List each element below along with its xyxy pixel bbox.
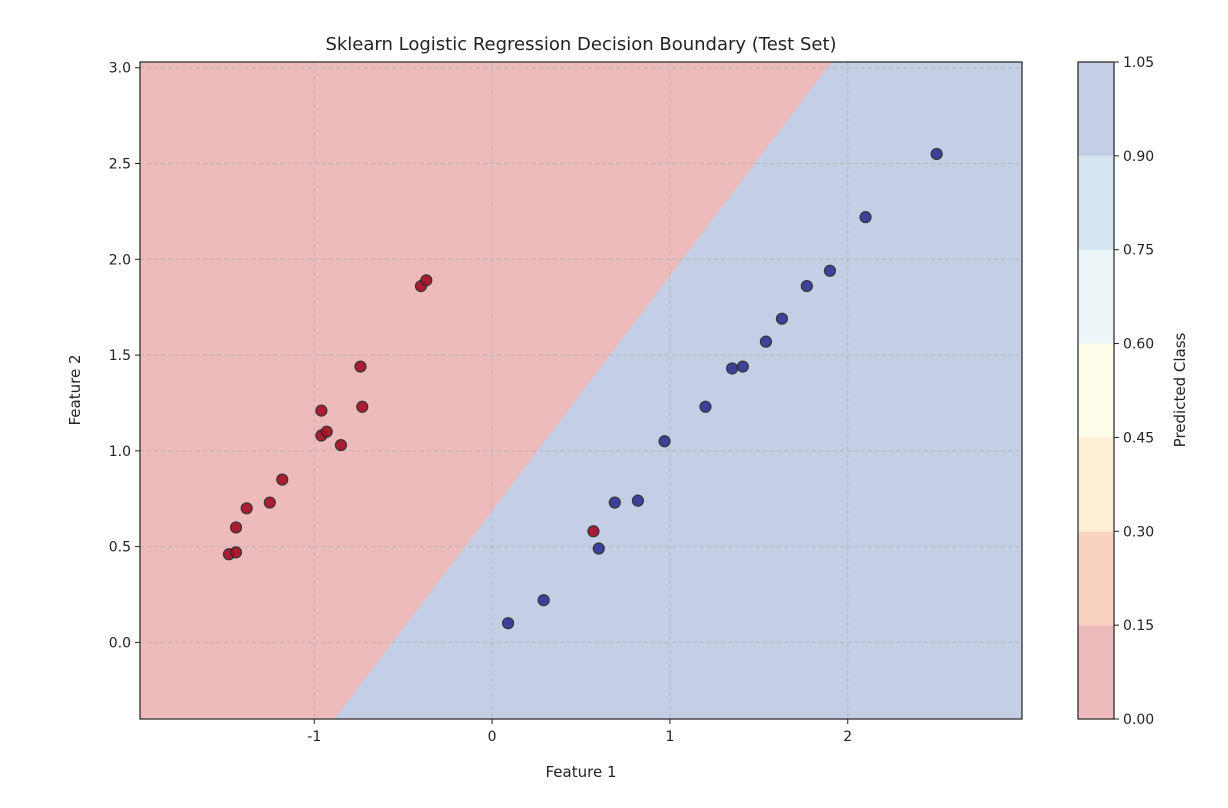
data-point-class-1 <box>537 594 550 607</box>
y-tick-label: 2.0 <box>109 252 131 268</box>
colorbar-frame <box>1077 61 1115 720</box>
chart-title: Sklearn Logistic Regression Decision Bou… <box>325 34 836 55</box>
data-point-class-0 <box>420 274 433 287</box>
x-tick-label: -1 <box>307 729 321 745</box>
data-point-class-1 <box>592 542 605 555</box>
data-point-class-1 <box>631 494 645 507</box>
data-point-class-0 <box>315 404 328 417</box>
decision-region-class-1 <box>334 62 1022 719</box>
colorbar-ticks: 0.00 0.15 0.30 0.45 0.60 0.75 0.90 1.05 <box>1114 55 1154 728</box>
data-point-class-1 <box>608 496 621 509</box>
data-point-class-0 <box>354 360 367 373</box>
data-point-class-0 <box>240 502 253 515</box>
colorbar-tick-label: 1.05 <box>1123 55 1154 71</box>
colorbar-tick-label: 0.15 <box>1123 618 1154 634</box>
data-point-class-0 <box>587 525 600 538</box>
colorbar-tick-label: 0.45 <box>1123 430 1154 446</box>
y-tick-label: 3.0 <box>109 61 131 77</box>
colorbar-band <box>1078 531 1114 626</box>
colorbar-band <box>1078 343 1114 438</box>
colorbar: 0.00 0.15 0.30 0.45 0.60 0.75 0.90 1.05 Predict… <box>1077 55 1189 728</box>
plot-area <box>139 61 1023 720</box>
y-axis-label: Feature 2 <box>66 355 84 426</box>
data-point-class-0 <box>229 521 243 534</box>
data-point-class-1 <box>930 147 943 161</box>
data-point-class-0 <box>320 425 333 438</box>
colorbar-tick-label: 0.30 <box>1123 524 1154 540</box>
colorbar-bands <box>1078 62 1114 719</box>
data-point-class-1 <box>699 400 712 413</box>
colorbar-band <box>1078 155 1114 250</box>
data-point-class-0 <box>229 546 243 559</box>
x-tick-label: 2 <box>843 729 852 745</box>
data-point-class-0 <box>263 496 276 509</box>
data-points <box>222 147 943 630</box>
data-point-class-1 <box>726 362 739 375</box>
data-point-class-1 <box>823 264 837 277</box>
x-axis-ticks: -1 0 1 2 <box>307 719 852 745</box>
data-point-class-1 <box>658 435 671 448</box>
data-point-class-1 <box>736 360 749 373</box>
data-point-class-1 <box>501 617 515 630</box>
y-tick-label: 0.0 <box>109 635 131 651</box>
y-tick-label: 2.5 <box>109 157 131 173</box>
data-point-class-1 <box>800 280 813 293</box>
y-tick-label: 1.5 <box>109 348 131 364</box>
colorbar-band <box>1078 249 1114 344</box>
y-tick-label: 1.0 <box>109 444 131 460</box>
y-tick-label: 0.5 <box>109 540 131 556</box>
x-tick-label: 1 <box>665 729 674 745</box>
data-point-class-0 <box>276 473 289 486</box>
colorbar-tick-label: 0.90 <box>1123 149 1154 165</box>
colorbar-band <box>1078 62 1114 156</box>
colorbar-tick-label: 0.00 <box>1123 712 1154 728</box>
data-point-class-1 <box>759 335 773 348</box>
data-point-class-0 <box>356 400 369 413</box>
data-point-class-1 <box>859 211 872 224</box>
colorbar-tick-label: 0.75 <box>1123 243 1154 259</box>
x-axis-label: Feature 1 <box>546 763 617 781</box>
plot-frame <box>139 61 1023 720</box>
grid-lines <box>140 62 1022 719</box>
colorbar-band <box>1078 437 1114 532</box>
colorbar-tick-label: 0.60 <box>1123 337 1154 353</box>
x-tick-label: 0 <box>488 729 497 745</box>
colorbar-band <box>1078 625 1114 719</box>
data-point-class-0 <box>334 438 348 452</box>
y-axis-ticks: 0.0 0.5 1.0 1.5 2.0 2.5 3.0 <box>109 61 140 651</box>
colorbar-label: Predicted Class <box>1171 332 1189 447</box>
decision-region-class-0 <box>140 62 832 719</box>
data-point-class-1 <box>775 312 789 325</box>
